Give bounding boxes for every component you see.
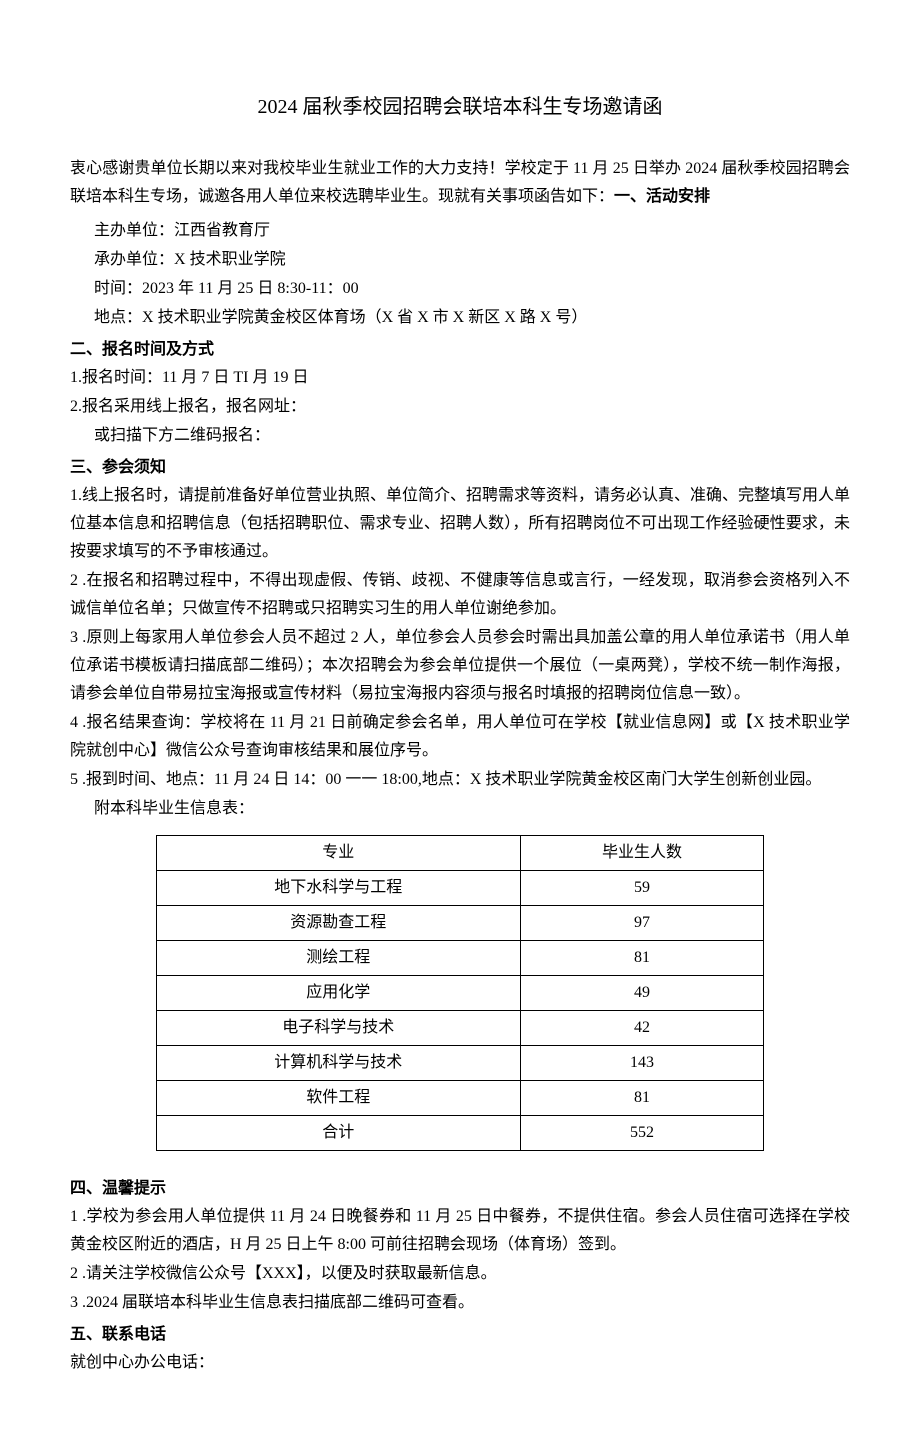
venue-label: 地点： [94, 309, 142, 326]
header-major: 专业 [156, 836, 520, 871]
s3-item-5: 5 .报到时间、地点：11 月 24 日 14：00 一一 18:00,地点：X… [70, 766, 850, 794]
cell-count: 81 [520, 941, 763, 976]
host-value: 江西省教育厅 [174, 222, 270, 239]
table-row-total: 合计 552 [156, 1116, 763, 1151]
cell-major: 计算机科学与技术 [156, 1046, 520, 1081]
s3-item-1: 1.线上报名时，请提前准备好单位营业执照、单位简介、招聘需求等资料，请务必认真、… [70, 482, 850, 566]
s3-item-3: 3 .原则上每家用人单位参会人员不超过 2 人，单位参会人员参会时需出具加盖公章… [70, 624, 850, 708]
cell-count: 552 [520, 1116, 763, 1151]
s5-line-1: 就创中心办公电话： [70, 1349, 850, 1377]
host-label: 主办单位： [94, 222, 174, 239]
header-count: 毕业生人数 [520, 836, 763, 871]
s3-attach: 附本科毕业生信息表： [70, 795, 850, 823]
table-row: 计算机科学与技术 143 [156, 1046, 763, 1081]
cell-count: 49 [520, 976, 763, 1011]
section-4-heading: 四、温馨提示 [70, 1175, 850, 1203]
cell-major: 地下水科学与工程 [156, 871, 520, 906]
intro-paragraph: 衷心感谢贵单位长期以来对我校毕业生就业工作的大力支持！学校定于 11 月 25 … [70, 155, 850, 211]
organizer-value: X 技术职业学院 [174, 251, 286, 268]
s2-item-1: 1.报名时间：11 月 7 日 TI 月 19 日 [70, 364, 850, 392]
cell-major: 测绘工程 [156, 941, 520, 976]
time-line: 时间：2023 年 11 月 25 日 8:30-11：00 [70, 275, 850, 303]
s4-item-3: 3 .2024 届联培本科毕业生信息表扫描底部二维码可查看。 [70, 1289, 850, 1317]
cell-major: 合计 [156, 1116, 520, 1151]
s3-item-2: 2 .在报名和招聘过程中，不得出现虚假、传销、歧视、不健康等信息或言行，一经发现… [70, 567, 850, 623]
table-row: 测绘工程 81 [156, 941, 763, 976]
s2-item-2: 2.报名采用线上报名，报名网址： [70, 393, 850, 421]
document-title: 2024 届秋季校园招聘会联培本科生专场邀请函 [70, 90, 850, 125]
cell-major: 软件工程 [156, 1081, 520, 1116]
cell-count: 97 [520, 906, 763, 941]
table-row: 资源勘查工程 97 [156, 906, 763, 941]
table-row: 电子科学与技术 42 [156, 1011, 763, 1046]
organizer-label: 承办单位： [94, 251, 174, 268]
cell-count: 143 [520, 1046, 763, 1081]
s4-item-2: 2 .请关注学校微信公众号【XXX】，以便及时获取最新信息。 [70, 1260, 850, 1288]
table-row: 地下水科学与工程 59 [156, 871, 763, 906]
time-value: 2023 年 11 月 25 日 8:30-11：00 [142, 280, 359, 297]
venue-value: X 技术职业学院黄金校区体育场（X 省 X 市 X 新区 X 路 X 号） [142, 309, 587, 326]
intro-text: 衷心感谢贵单位长期以来对我校毕业生就业工作的大力支持！学校定于 11 月 25 … [70, 160, 850, 205]
section-1-heading: 一、活动安排 [614, 188, 710, 205]
host-line: 主办单位：江西省教育厅 [70, 217, 850, 245]
cell-count: 81 [520, 1081, 763, 1116]
cell-major: 电子科学与技术 [156, 1011, 520, 1046]
graduate-table: 专业 毕业生人数 地下水科学与工程 59 资源勘查工程 97 测绘工程 81 应… [156, 835, 764, 1151]
organizer-line: 承办单位：X 技术职业学院 [70, 246, 850, 274]
time-label: 时间： [94, 280, 142, 297]
table-row: 应用化学 49 [156, 976, 763, 1011]
section-3-heading: 三、参会须知 [70, 454, 850, 482]
cell-count: 59 [520, 871, 763, 906]
s2-item-2b: 或扫描下方二维码报名： [70, 422, 850, 450]
table-header-row: 专业 毕业生人数 [156, 836, 763, 871]
cell-count: 42 [520, 1011, 763, 1046]
s3-item-4: 4 .报名结果查询：学校将在 11 月 21 日前确定参会名单，用人单位可在学校… [70, 709, 850, 765]
s4-item-1: 1 .学校为参会用人单位提供 11 月 24 日晚餐券和 11 月 25 日中餐… [70, 1203, 850, 1259]
section-2-heading: 二、报名时间及方式 [70, 336, 850, 364]
table-row: 软件工程 81 [156, 1081, 763, 1116]
section-5-heading: 五、联系电话 [70, 1321, 850, 1349]
cell-major: 应用化学 [156, 976, 520, 1011]
cell-major: 资源勘查工程 [156, 906, 520, 941]
venue-line: 地点：X 技术职业学院黄金校区体育场（X 省 X 市 X 新区 X 路 X 号） [70, 304, 850, 332]
